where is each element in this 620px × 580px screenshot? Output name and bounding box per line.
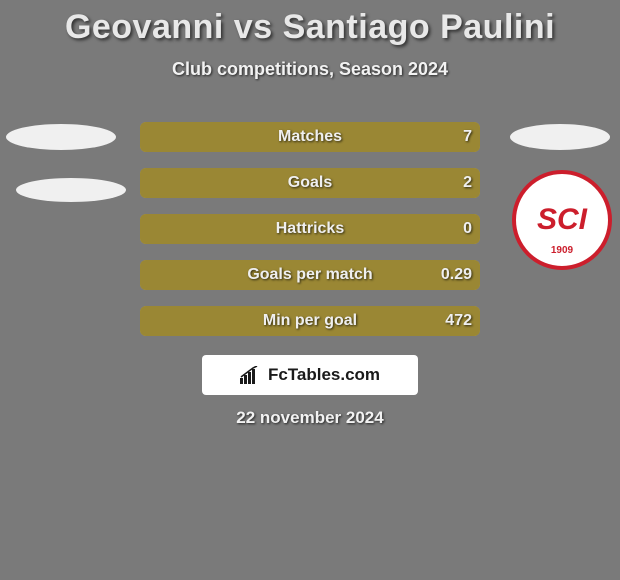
stage: Geovanni vs Santiago Paulini Club compet… [0,0,620,580]
club-badge-year: 1909 [551,245,573,256]
stat-bar: Goals per match0.29 [140,260,480,290]
player1-club-placeholder [16,178,126,202]
stat-bar-value: 2 [463,168,472,198]
page-title: Geovanni vs Santiago Paulini [0,0,620,47]
subtitle: Club competitions, Season 2024 [0,59,620,80]
stat-bars: Matches7Goals2Hattricks0Goals per match0… [140,122,480,352]
stat-bar: Goals2 [140,168,480,198]
player2-club-badge: SCI 1909 [512,170,612,270]
stat-bar-label: Goals per match [140,260,480,290]
branding-box: FcTables.com [202,355,418,395]
player1-avatar-placeholder [6,124,116,150]
stat-bar: Hattricks0 [140,214,480,244]
stat-bar-value: 472 [445,306,472,336]
stat-bar-label: Min per goal [140,306,480,336]
stat-bar-label: Goals [140,168,480,198]
stat-bar: Matches7 [140,122,480,152]
branding-text: FcTables.com [268,365,380,385]
player2-avatar-placeholder [510,124,610,150]
stat-bar-value: 0.29 [441,260,472,290]
stat-bar-value: 7 [463,122,472,152]
stat-bar-value: 0 [463,214,472,244]
chart-icon [240,366,262,384]
date-text: 22 november 2024 [0,408,620,428]
club-badge-text: SCI [537,205,587,235]
stat-bar-label: Matches [140,122,480,152]
stat-bar-label: Hattricks [140,214,480,244]
stat-bar: Min per goal472 [140,306,480,336]
